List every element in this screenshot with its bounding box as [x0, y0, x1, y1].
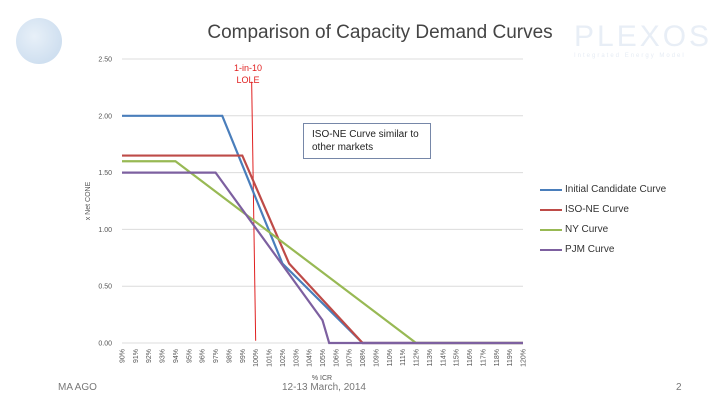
legend-label: NY Curve	[565, 224, 609, 235]
x-tick-label: 103%	[293, 349, 300, 367]
y-tick-label: 0.00	[98, 341, 112, 348]
x-tick-label: 94%	[173, 349, 180, 363]
lole-line	[251, 81, 257, 341]
x-tick-label: 100%	[253, 349, 260, 367]
x-tick-label: 118%	[494, 349, 501, 366]
x-tick-label: 116%	[467, 349, 474, 366]
y-tick-label: 0.50	[98, 284, 112, 291]
x-tick-label: 102%	[280, 349, 287, 367]
legend-swatch	[540, 248, 562, 251]
plexos-logo: PLEXOS	[574, 20, 713, 53]
legend-swatch	[540, 228, 562, 231]
annotation-box: ISO-NE Curve similar to other markets	[303, 123, 431, 159]
x-tick-label: 95%	[186, 349, 193, 363]
x-axis-label: % ICR	[312, 375, 332, 382]
footer-left: MA AGO	[58, 382, 97, 393]
legend-item: NY Curve	[540, 224, 608, 235]
legend-item: PJM Curve	[540, 244, 614, 255]
x-tick-label: 97%	[213, 349, 220, 363]
legend-swatch	[540, 208, 562, 211]
legend-label: PJM Curve	[565, 244, 615, 255]
x-tick-label: 110%	[387, 349, 394, 366]
x-tick-label: 93%	[160, 349, 167, 363]
x-tick-label: 106%	[333, 349, 340, 367]
x-tick-label: 114%	[440, 349, 447, 366]
x-tick-label: 90%	[120, 349, 127, 363]
y-tick-label: 1.00	[98, 227, 112, 234]
footer-date: 12-13 March, 2014	[282, 382, 366, 393]
y-tick-label: 2.50	[98, 57, 112, 64]
logo	[16, 18, 62, 64]
y-axis-label: x Net CONE	[85, 181, 92, 220]
lole-annotation: 1-in-10 LOLE	[233, 63, 262, 85]
legend-item: ISO-NE Curve	[540, 204, 629, 215]
series-line-pjm-curve	[122, 171, 523, 345]
legend-item: Initial Candidate Curve	[540, 184, 666, 195]
y-tick-label: 2.00	[98, 113, 112, 120]
x-tick-label: 117%	[480, 349, 487, 366]
y-tick-label: 1.50	[98, 170, 112, 177]
x-tick-label: 98%	[226, 349, 233, 363]
x-tick-label: 109%	[373, 349, 380, 367]
x-tick-label: 99%	[240, 349, 247, 363]
x-tick-label: 120%	[521, 349, 528, 367]
x-tick-label: 108%	[360, 349, 367, 367]
series-line-ny-curve	[122, 160, 523, 345]
x-tick-label: 101%	[267, 349, 274, 367]
x-tick-label: 92%	[146, 349, 153, 363]
x-tick-label: 91%	[133, 349, 140, 363]
x-tick-label: 113%	[427, 349, 434, 366]
x-tick-label: 119%	[507, 349, 514, 366]
x-tick-label: 115%	[454, 349, 461, 366]
legend-label: Initial Candidate Curve	[565, 184, 667, 195]
series-line-iso-ne-curve	[122, 154, 523, 345]
slide-title: Comparison of Capacity Demand Curves	[207, 22, 553, 43]
x-tick-label: 107%	[347, 349, 354, 367]
plexos-logo-subtitle: Integrated Energy Model	[574, 53, 686, 59]
legend-label: ISO-NE Curve	[565, 204, 629, 215]
x-tick-label: 111%	[400, 349, 407, 366]
x-tick-label: 96%	[200, 349, 207, 363]
page-number: 2	[676, 382, 682, 393]
x-tick-label: 112%	[414, 349, 421, 366]
x-tick-label: 104%	[307, 349, 314, 367]
x-tick-label: 105%	[320, 349, 327, 367]
legend-swatch	[540, 188, 562, 191]
